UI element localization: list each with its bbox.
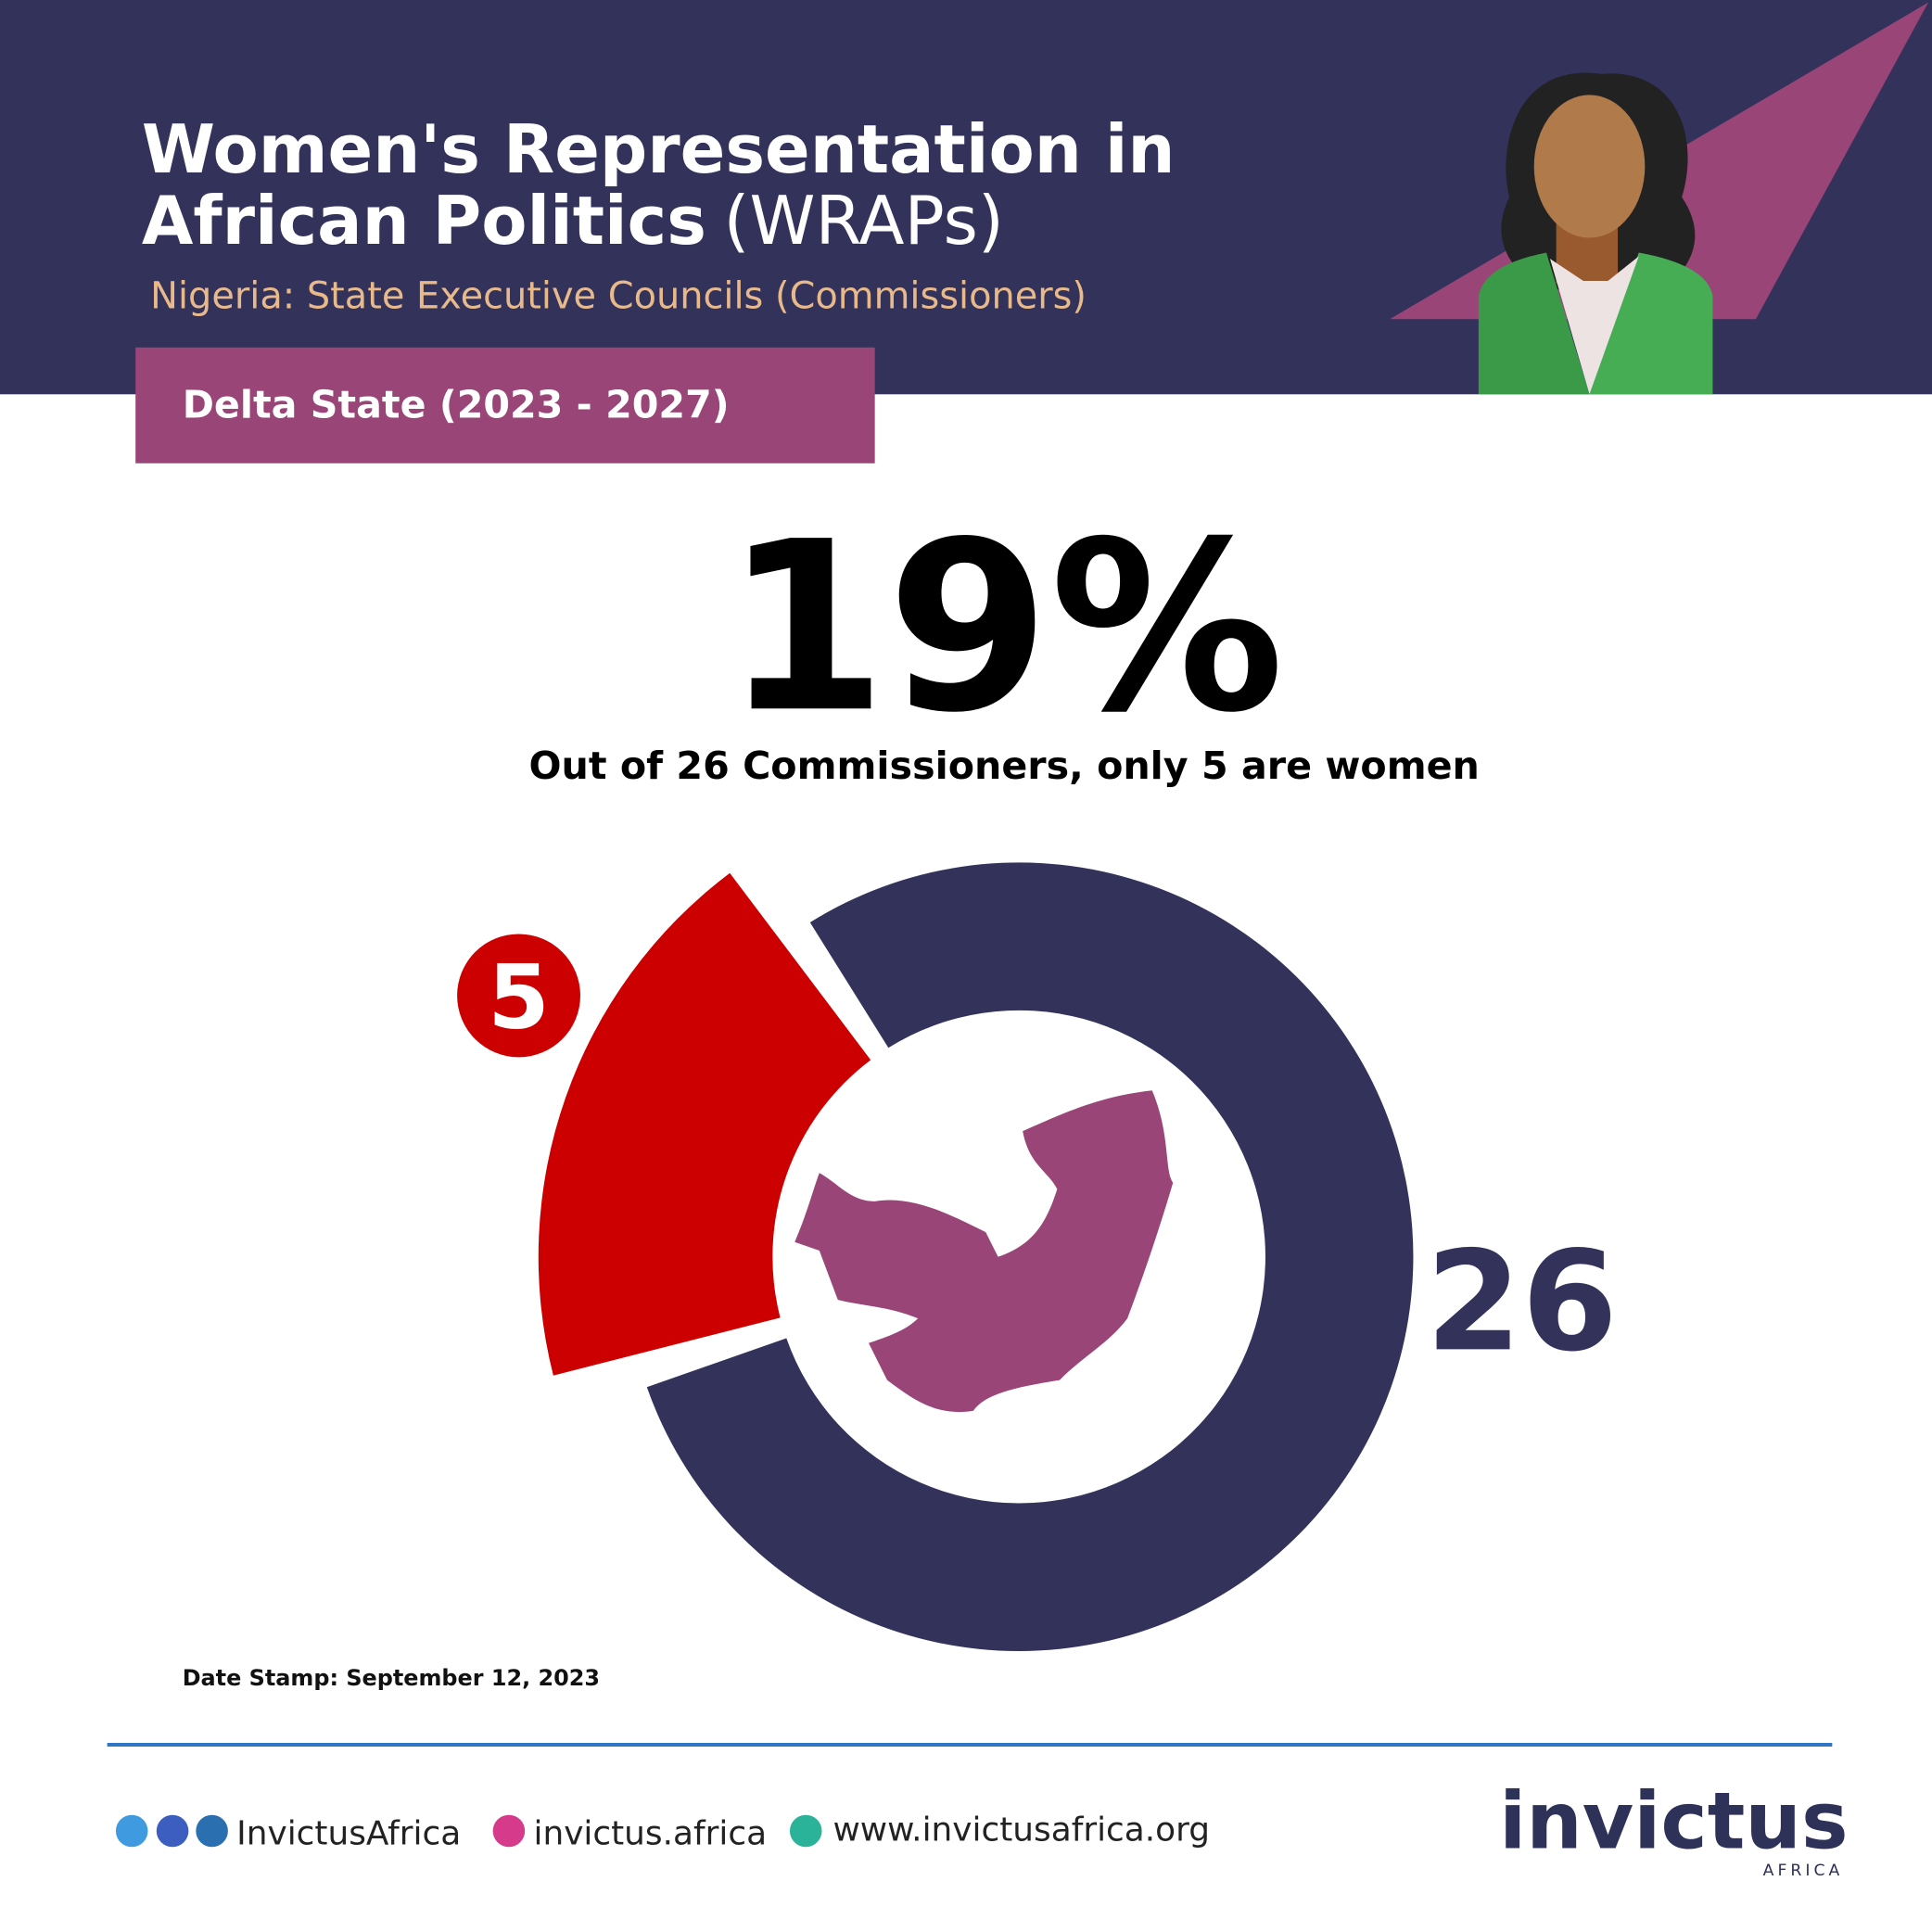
woman-illustration [1478, 72, 1713, 395]
jacket-left [1478, 252, 1590, 395]
jacket-right [1589, 252, 1713, 395]
web-icon [789, 1814, 822, 1848]
headline: 19% [724, 491, 1284, 764]
facebook-icon [156, 1814, 189, 1848]
delta-state-map [794, 1090, 1174, 1413]
title: Women's Representation in [142, 110, 1176, 188]
title-line: African Politics (WRAPs) [142, 182, 1004, 260]
logo-sub: AFRICA [1763, 1862, 1844, 1880]
donut-chart: 5 26 [457, 862, 1618, 1651]
women-slice [538, 872, 871, 1376]
date-stamp: Date Stamp: September 12, 2023 [183, 1665, 600, 1691]
social-handle: InvictusAfrica [236, 1815, 461, 1853]
instagram-handle: invictus.africa [533, 1815, 767, 1853]
instagram-icon [492, 1814, 526, 1848]
total-label: 26 [1426, 1222, 1618, 1382]
face [1533, 95, 1646, 238]
badge [135, 347, 875, 464]
subtitle: Nigeria: State Executive Councils (Commi… [150, 274, 1087, 317]
badge-text: Delta State (2023 - 2027) [183, 383, 730, 427]
twitter-icon [115, 1814, 148, 1848]
title-bold: African Politics [142, 182, 706, 260]
title-light: (WRAPs) [724, 182, 1004, 260]
total-arc [646, 862, 1414, 1651]
shirt [1549, 256, 1639, 395]
women-label: 5 [488, 945, 550, 1049]
logo: invictus [1499, 1776, 1849, 1868]
women-label-badge [457, 934, 580, 1058]
website: www.invictusafrica.org [833, 1811, 1210, 1849]
caption: Out of 26 Commissioners, only 5 are wome… [529, 744, 1480, 788]
social-icons [115, 1814, 822, 1848]
linkedin-icon [196, 1814, 228, 1848]
